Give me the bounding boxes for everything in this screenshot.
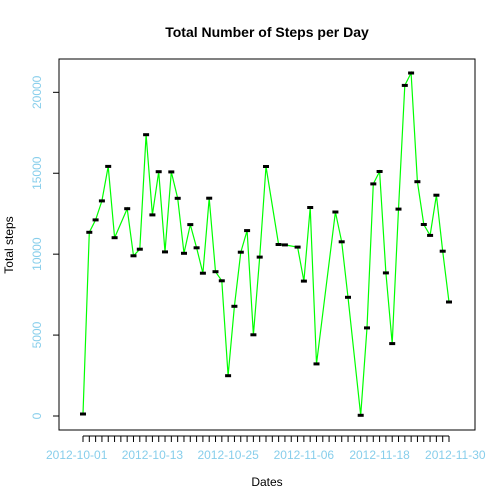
- data-point-2012-10-06: [105, 164, 112, 168]
- data-point-2012-11-13: [345, 295, 351, 299]
- series-line: [82, 70, 450, 416]
- data-point-2012-11-07: [307, 206, 314, 209]
- data-point-2012-11-18: [376, 170, 383, 173]
- data-point-2012-11-15: [357, 413, 364, 417]
- data-point-2012-11-16: [364, 326, 370, 330]
- data-point-2012-11-12: [338, 240, 345, 244]
- data-point-2012-10-05: [98, 199, 105, 203]
- x-tick-label: 2012-11-06: [274, 448, 335, 462]
- data-point-2012-10-28: [244, 229, 251, 233]
- data-point-2012-11-05: [294, 245, 301, 249]
- data-point-2012-11-23: [408, 71, 415, 75]
- data-point-2012-10-14: [155, 170, 162, 174]
- data-point-2012-10-12: [143, 133, 150, 137]
- data-point-2012-10-11: [136, 247, 143, 251]
- data-point-2012-11-19: [382, 271, 389, 275]
- data-point-2012-11-26: [427, 233, 434, 237]
- data-point-2012-11-20: [389, 342, 396, 346]
- data-point-2012-11-11: [332, 210, 339, 214]
- data-point-2012-11-03: [281, 243, 288, 247]
- x-tick-label: 2012-11-18: [349, 448, 410, 462]
- data-point-2012-11-17: [370, 182, 377, 186]
- x-tick-label: 2012-10-25: [197, 448, 259, 462]
- y-axis: 0 5000 10000 15000 20000: [30, 75, 60, 419]
- data-point-2012-10-30: [256, 255, 263, 259]
- y-tick-label: 15000: [30, 156, 44, 190]
- data-point-2012-11-02: [275, 243, 282, 246]
- data-point-2012-11-06: [300, 279, 307, 283]
- x-axis-label: Dates: [251, 475, 282, 489]
- data-point-2012-10-26: [231, 304, 238, 308]
- data-point-2012-11-08: [313, 362, 320, 366]
- x-tick-label: 2012-10-13: [122, 448, 184, 462]
- data-point-2012-10-10: [130, 254, 137, 258]
- data-point-2012-10-23: [212, 270, 219, 274]
- data-point-2012-10-31: [263, 165, 269, 168]
- data-point-2012-10-22: [206, 196, 213, 200]
- chart-title: Total Number of Steps per Day: [165, 24, 369, 40]
- plot-frame: [58, 58, 476, 431]
- data-point-2012-11-24: [414, 180, 421, 184]
- data-point-2012-10-03: [86, 230, 93, 234]
- data-point-2012-10-15: [162, 250, 168, 254]
- data-point-2012-10-09: [124, 207, 131, 211]
- data-point-2012-10-24: [218, 279, 225, 283]
- data-point-2012-10-16: [168, 170, 175, 174]
- x-tick-label: 2012-11-30: [425, 448, 486, 462]
- y-tick-label: 5000: [30, 321, 44, 348]
- data-point-2012-10-13: [149, 213, 156, 217]
- y-tick-label: 20000: [30, 75, 44, 109]
- steps-series: [80, 70, 452, 417]
- data-point-2012-11-28: [439, 249, 446, 253]
- data-point-2012-10-21: [199, 271, 206, 275]
- data-point-2012-10-27: [237, 250, 244, 254]
- y-tick-label: 0: [30, 412, 44, 419]
- x-tick-label: 2012-10-01: [46, 448, 108, 462]
- data-point-2012-10-17: [174, 196, 181, 200]
- data-point-2012-11-21: [395, 207, 402, 211]
- data-point-2012-10-02: [80, 412, 86, 416]
- data-point-2012-10-25: [225, 374, 232, 378]
- data-point-2012-10-20: [193, 246, 200, 250]
- data-point-2012-10-29: [250, 333, 257, 337]
- data-point-2012-11-25: [420, 223, 427, 226]
- data-point-2012-11-27: [433, 193, 440, 197]
- x-axis: 2012-10-01 2012-10-13 2012-10-25 2012-11-06…: [46, 435, 486, 462]
- data-point-2012-11-22: [401, 83, 408, 87]
- y-tick-label: 10000: [30, 237, 44, 271]
- data-point-2012-10-04: [92, 218, 99, 222]
- data-point-2012-10-19: [187, 223, 194, 227]
- y-axis-label: Total steps: [2, 216, 16, 273]
- data-point-2012-10-07: [111, 236, 118, 240]
- data-point-2012-10-18: [181, 251, 187, 255]
- data-point-2012-11-29: [446, 300, 452, 304]
